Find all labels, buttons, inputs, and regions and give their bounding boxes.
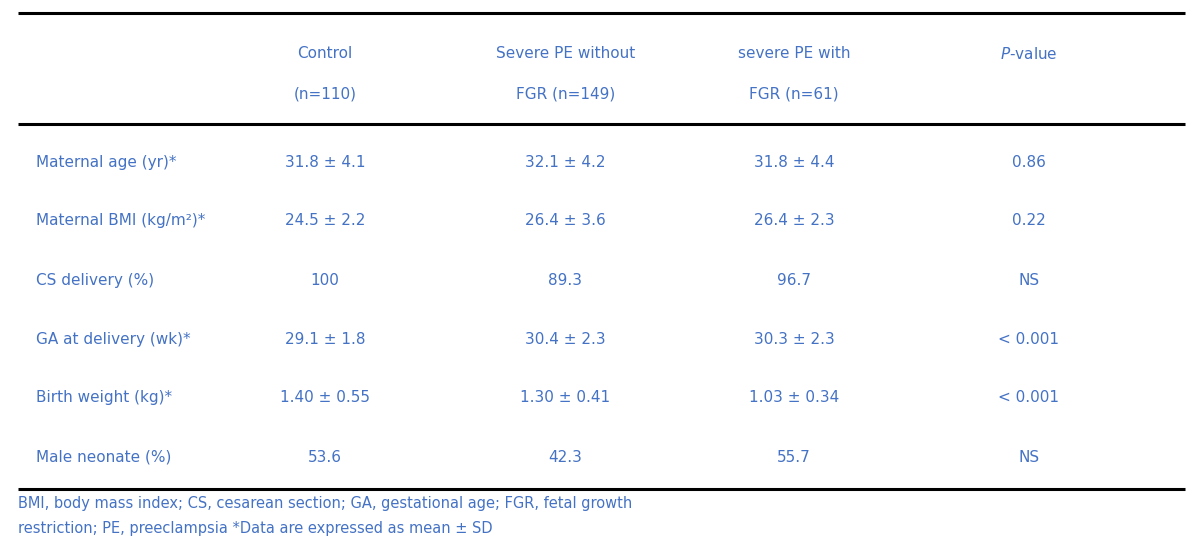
Text: 31.8 ± 4.4: 31.8 ± 4.4 (754, 155, 834, 170)
Text: 0.22: 0.22 (1012, 213, 1045, 229)
Text: 32.1 ± 4.2: 32.1 ± 4.2 (526, 155, 605, 170)
Text: < 0.001: < 0.001 (998, 332, 1059, 347)
Text: 26.4 ± 2.3: 26.4 ± 2.3 (753, 213, 835, 229)
Text: 31.8 ± 4.1: 31.8 ± 4.1 (285, 155, 365, 170)
Text: Birth weight (kg)*: Birth weight (kg)* (36, 390, 172, 405)
Text: FGR (n=149): FGR (n=149) (516, 87, 615, 102)
Text: 53.6: 53.6 (308, 450, 342, 465)
Text: 55.7: 55.7 (777, 450, 811, 465)
Text: Male neonate (%): Male neonate (%) (36, 450, 172, 465)
Text: < 0.001: < 0.001 (998, 390, 1059, 405)
Text: Maternal BMI (kg/m²)*: Maternal BMI (kg/m²)* (36, 213, 206, 229)
Text: 29.1 ± 1.8: 29.1 ± 1.8 (285, 332, 365, 347)
Text: 26.4 ± 3.6: 26.4 ± 3.6 (525, 213, 606, 229)
Text: Severe PE without: Severe PE without (496, 46, 635, 61)
Text: 1.03 ± 0.34: 1.03 ± 0.34 (748, 390, 840, 405)
Text: $\it{P}$-value: $\it{P}$-value (1000, 46, 1057, 62)
Text: 1.30 ± 0.41: 1.30 ± 0.41 (521, 390, 610, 405)
Text: (n=110): (n=110) (294, 87, 356, 102)
Text: 96.7: 96.7 (777, 273, 811, 288)
Text: Maternal age (yr)*: Maternal age (yr)* (36, 155, 177, 170)
Text: Control: Control (297, 46, 352, 61)
Text: NS: NS (1018, 450, 1039, 465)
Text: 30.3 ± 2.3: 30.3 ± 2.3 (753, 332, 835, 347)
Text: 100: 100 (310, 273, 339, 288)
Text: BMI, body mass index; CS, cesarean section; GA, gestational age; FGR, fetal grow: BMI, body mass index; CS, cesarean secti… (18, 496, 633, 512)
Text: restriction; PE, preeclampsia *Data are expressed as mean ± SD: restriction; PE, preeclampsia *Data are … (18, 521, 493, 536)
Text: NS: NS (1018, 273, 1039, 288)
Text: 24.5 ± 2.2: 24.5 ± 2.2 (285, 213, 365, 229)
Text: GA at delivery (wk)*: GA at delivery (wk)* (36, 332, 191, 347)
Text: 1.40 ± 0.55: 1.40 ± 0.55 (280, 390, 369, 405)
Text: CS delivery (%): CS delivery (%) (36, 273, 154, 288)
Text: 30.4 ± 2.3: 30.4 ± 2.3 (525, 332, 606, 347)
Text: 89.3: 89.3 (549, 273, 582, 288)
Text: 42.3: 42.3 (549, 450, 582, 465)
Text: FGR (n=61): FGR (n=61) (749, 87, 838, 102)
Text: 0.86: 0.86 (1012, 155, 1045, 170)
Text: severe PE with: severe PE with (737, 46, 851, 61)
